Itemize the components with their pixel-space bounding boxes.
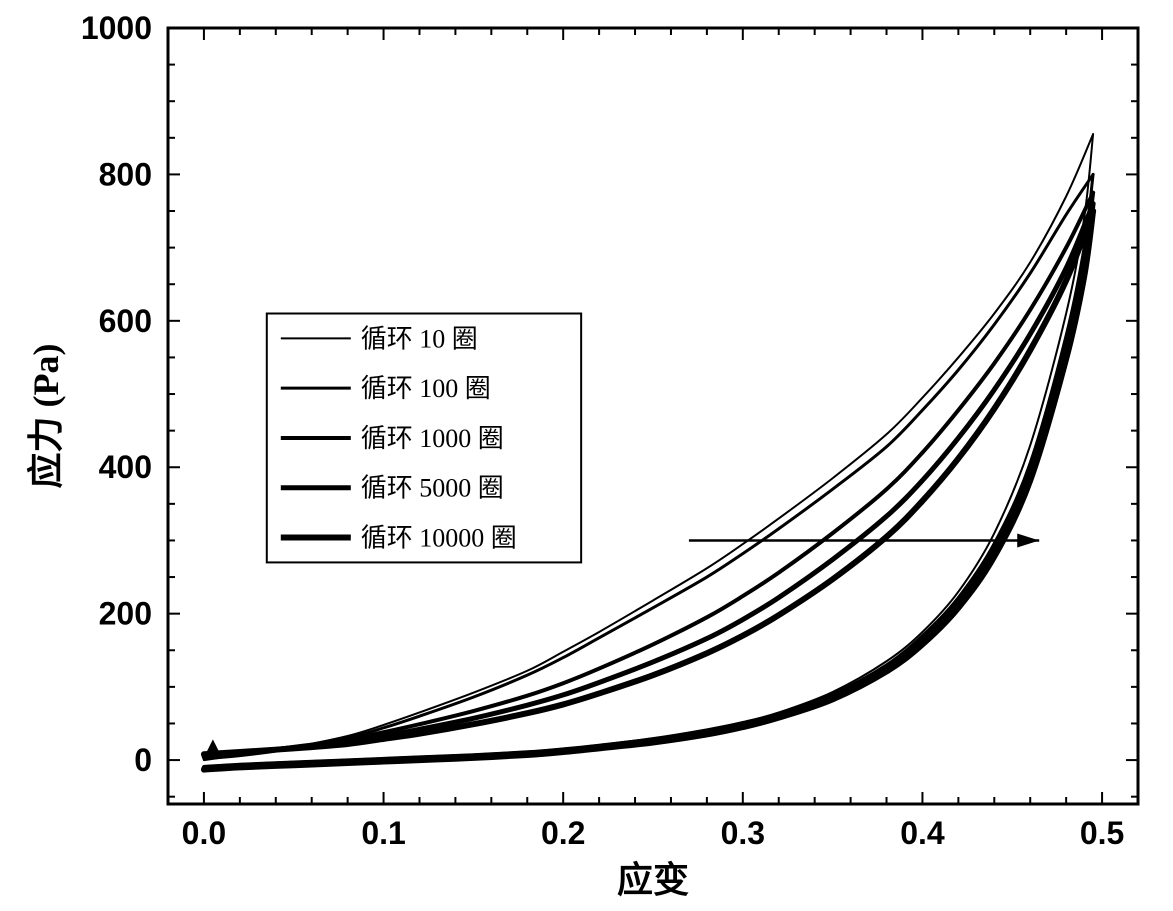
y-tick-label: 400 (99, 449, 152, 485)
legend: 循环 10 圈循环 100 圈循环 1000 圈循环 5000 圈循环 1000… (267, 314, 581, 563)
x-tick-label: 0.5 (1080, 815, 1124, 851)
legend-label: 循环 100 圈 (361, 374, 491, 403)
y-tick-label: 200 (99, 596, 152, 632)
legend-label: 循环 10000 圈 (361, 524, 517, 553)
x-tick-label: 0.2 (541, 815, 585, 851)
x-tick-label: 0.1 (361, 815, 405, 851)
x-tick-label: 0.3 (721, 815, 765, 851)
legend-label: 循环 5000 圈 (361, 474, 504, 503)
y-tick-label: 0 (134, 742, 152, 778)
x-tick-label: 0.4 (900, 815, 945, 851)
y-tick-label: 600 (99, 303, 152, 339)
y-tick-label: 800 (99, 156, 152, 192)
chart-container: 0.0 0.1 0.2 0.3 0.4 0.5 0 200 400 600 800 1000 应变 应力 … (0, 0, 1173, 911)
x-axis-label: 应变 (617, 859, 689, 900)
legend-label: 循环 10 圈 (361, 324, 478, 353)
x-tick-label: 0.0 (182, 815, 226, 851)
legend-label: 循环 1000 圈 (361, 424, 504, 453)
y-tick-label: 1000 (81, 10, 152, 46)
y-axis-label: 应力 (Pa) (26, 344, 66, 489)
stress-strain-chart: 0.0 0.1 0.2 0.3 0.4 0.5 0 200 400 600 800 1000 应变 应力 … (0, 0, 1173, 911)
